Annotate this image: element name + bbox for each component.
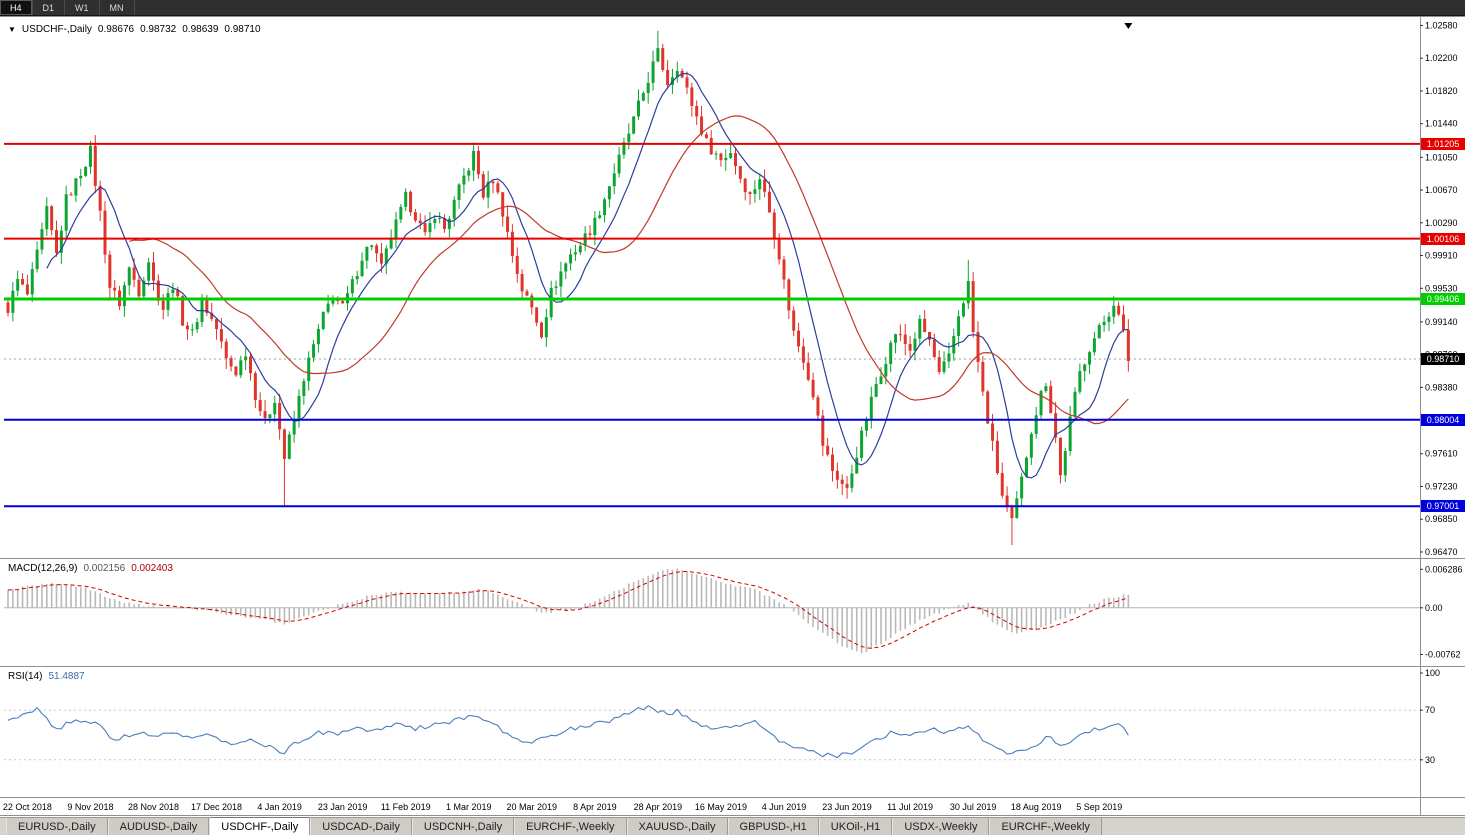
level-price-tag-0.97001: 0.97001	[1421, 500, 1465, 513]
date-axis-label: 28 Nov 2018	[128, 802, 179, 812]
ohlc-open: 0.98676	[97, 24, 135, 35]
indicator-axes: 0.006286 0.00 -0.00762 100 70 30	[1420, 564, 1463, 765]
macd-axis-label: 0.006286	[1425, 564, 1463, 574]
rsi-header: RSI(14) 51.4887	[8, 671, 85, 682]
date-axis-label: 4 Jun 2019	[762, 802, 807, 812]
rsi-axis-label: 30	[1425, 755, 1435, 765]
chart-tab-usdcnh-daily[interactable]: USDCNH-,Daily	[411, 818, 515, 835]
price-axis-label: 0.99140	[1425, 317, 1458, 327]
date-axis-label: 22 Oct 2018	[3, 802, 52, 812]
rsi-panel	[4, 705, 1420, 761]
price-axis-label: 0.96470	[1425, 547, 1458, 557]
date-axis-label: 11 Jul 2019	[887, 802, 933, 812]
date-axis-label: 1 Mar 2019	[446, 802, 492, 812]
price-axis-label: 1.01050	[1425, 152, 1458, 162]
ma-slow-line	[129, 115, 1129, 425]
macd-title: MACD(12,26,9)	[8, 563, 78, 574]
rsi-axis-label: 100	[1425, 668, 1440, 678]
macd-header: MACD(12,26,9) 0.002156 0.002403	[8, 563, 173, 574]
panel-separators	[0, 16, 1465, 816]
macd-signal-value: 0.002403	[131, 563, 173, 574]
price-axis-label: 0.96850	[1425, 514, 1458, 524]
date-axis: 22 Oct 2018 9 Nov 2018 28 Nov 2018 17 Dec 2…	[3, 802, 1122, 812]
timeframe-button-h4[interactable]: H4	[0, 0, 33, 15]
chart-tab-usdx-weekly[interactable]: USDX-,Weekly	[892, 818, 990, 835]
level-price-tag-1.01205: 1.01205	[1421, 137, 1465, 150]
rsi-title: RSI(14)	[8, 671, 43, 682]
chart-symbol-label: USDCHF-,Daily	[21, 24, 92, 35]
price-axis-label: 0.99530	[1425, 283, 1458, 293]
chart-tabs-bar: EURUSD-,Daily AUDUSD-,Daily USDCHF-,Daily U…	[0, 817, 1465, 835]
price-axis-label: 1.02200	[1425, 53, 1458, 63]
price-axis-label: 1.01820	[1425, 86, 1458, 96]
date-axis-label: 4 Jan 2019	[257, 802, 302, 812]
current-price-tag: 0.98710	[1421, 352, 1465, 365]
rsi-value: 51.4887	[48, 671, 85, 682]
timeframe-button-mn[interactable]: MN	[100, 0, 135, 15]
level-price-tag-1.00106: 1.00106	[1421, 232, 1465, 245]
timeframe-button-d1[interactable]: D1	[33, 0, 66, 15]
date-axis-label: 20 Mar 2019	[507, 802, 558, 812]
date-axis-label: 23 Jan 2019	[318, 802, 368, 812]
date-axis-label: 30 Jul 2019	[950, 802, 997, 812]
chart-tab-usdcad-daily[interactable]: USDCAD-,Daily	[310, 818, 412, 835]
date-axis-label: 8 Apr 2019	[573, 802, 617, 812]
date-axis-label: 28 Apr 2019	[634, 802, 683, 812]
price-axis-label: 1.01440	[1425, 119, 1458, 129]
date-axis-label: 5 Sep 2019	[1076, 802, 1122, 812]
macd-axis-label: -0.00762	[1425, 649, 1461, 659]
chart-tab-eurchf-weekly[interactable]: EURCHF-,Weekly	[514, 818, 627, 835]
price-axis-label: 1.02580	[1425, 20, 1458, 30]
date-axis-label: 17 Dec 2018	[191, 802, 242, 812]
date-axis-label: 11 Feb 2019	[381, 802, 431, 812]
price-axis-label: 0.98380	[1425, 382, 1458, 392]
macd-main-value: 0.002156	[83, 563, 126, 574]
date-axis-label: 18 Aug 2019	[1011, 802, 1062, 812]
chart-title: ▼ USDCHF-,Daily 0.98676 0.98732 0.98639 …	[8, 24, 261, 35]
chart-tab-usdchf-daily[interactable]: USDCHF-,Daily	[209, 817, 311, 835]
ma-fast-line	[46, 72, 1129, 479]
timeframe-toolbar: H4 D1 W1 MN	[0, 0, 1465, 16]
chart-tab-eurchf-weekly[interactable]: EURCHF-,Weekly	[989, 818, 1102, 835]
date-axis-label: 23 Jun 2019	[822, 802, 872, 812]
macd-panel	[4, 568, 1420, 654]
date-axis-label: 16 May 2019	[695, 802, 747, 812]
ohlc-low: 0.98639	[182, 24, 219, 35]
last-bar-marker-icon	[1124, 23, 1133, 29]
rsi-axis-label: 70	[1425, 705, 1435, 715]
ohlc-close: 0.98710	[224, 24, 261, 35]
level-price-tag-0.99406: 0.99406	[1421, 292, 1465, 305]
timeframe-button-w1[interactable]: W1	[65, 0, 100, 15]
chart-tab-gbpusd-h1[interactable]: GBPUSD-,H1	[727, 818, 819, 835]
chart-menu-triangle-icon[interactable]: ▼	[8, 24, 16, 34]
price-axis-label: 1.00290	[1425, 218, 1458, 228]
level-price-tag-0.98004: 0.98004	[1421, 413, 1465, 426]
ohlc-high: 0.98732	[140, 24, 177, 35]
chart-tab-audusd-daily[interactable]: AUDUSD-,Daily	[107, 818, 210, 835]
horizontal-levels	[4, 142, 1420, 508]
price-axis-label: 0.97610	[1425, 449, 1458, 459]
price-axis-label: 1.00670	[1425, 185, 1458, 195]
macd-axis-label: 0.00	[1425, 603, 1443, 613]
candlestick-series	[6, 30, 1130, 546]
chart-tab-ukoil-h1[interactable]: UKOil-,H1	[818, 818, 893, 835]
chart-tab-eurusd-daily[interactable]: EURUSD-,Daily	[6, 818, 108, 835]
price-axis-label: 0.99910	[1425, 251, 1458, 261]
date-axis-label: 9 Nov 2018	[67, 802, 113, 812]
price-axis-label: 0.97230	[1425, 481, 1458, 491]
chart-background	[0, 16, 1465, 817]
chart-tab-xauusd-daily[interactable]: XAUUSD-,Daily	[626, 818, 728, 835]
